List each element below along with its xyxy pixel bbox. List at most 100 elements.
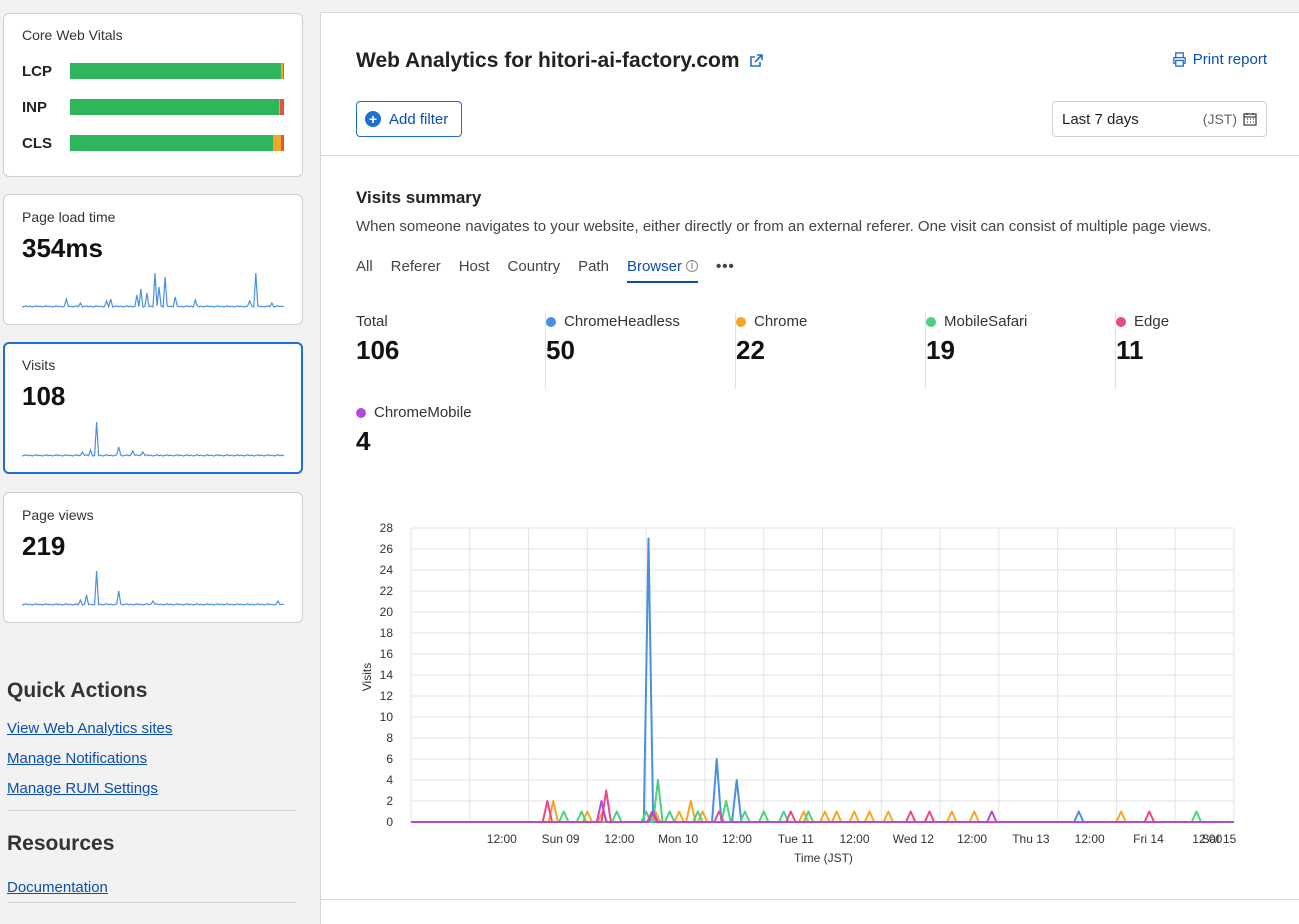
visits-card[interactable]: Visits 108 bbox=[3, 342, 303, 474]
cwv-segment-needs bbox=[278, 99, 280, 115]
timezone-label: (JST) bbox=[1202, 111, 1237, 127]
info-icon[interactable]: i bbox=[685, 260, 698, 272]
cwv-metric-name: LCP bbox=[22, 63, 52, 80]
cwv-metric-name: CLS bbox=[22, 135, 52, 152]
stat-chromemobile[interactable]: ChromeMobile 4 bbox=[356, 404, 546, 480]
cwv-distribution-bar bbox=[70, 99, 284, 115]
cwv-segment-poor bbox=[282, 63, 284, 79]
y-tick-label: 28 bbox=[380, 521, 394, 535]
page-views-label: Page views bbox=[22, 507, 94, 523]
page-views-sparkline bbox=[22, 570, 284, 606]
y-tick-label: 8 bbox=[386, 731, 393, 745]
print-report-label: Print report bbox=[1192, 51, 1267, 68]
stat-name: Chrome bbox=[736, 313, 807, 330]
y-tick-label: 24 bbox=[380, 563, 394, 577]
breakdown-tabs: All Referer Host Country Path Browser i •… bbox=[356, 258, 735, 283]
visits-sparkline bbox=[22, 421, 284, 457]
y-tick-label: 0 bbox=[386, 815, 393, 829]
x-tick-label: Sat 15 bbox=[1202, 832, 1237, 846]
stat-name-text: Total bbox=[356, 313, 388, 330]
y-tick-label: 2 bbox=[386, 794, 393, 808]
stat-name: Edge bbox=[1116, 313, 1169, 330]
divider bbox=[321, 155, 1299, 156]
tab-browser[interactable]: Browser i bbox=[626, 258, 698, 283]
x-tick-label: 12:00 bbox=[722, 832, 752, 846]
stat-name-text: Chrome bbox=[754, 313, 808, 330]
y-tick-label: 4 bbox=[386, 773, 393, 787]
stat-chromeheadless[interactable]: ChromeHeadless 50 bbox=[546, 313, 736, 389]
add-filter-button[interactable]: + Add filter bbox=[356, 101, 462, 137]
stat-name: ChromeHeadless bbox=[546, 313, 680, 330]
stat-value: 106 bbox=[356, 335, 400, 365]
legend-dot-icon bbox=[1116, 316, 1126, 327]
page-views-card[interactable]: Page views 219 bbox=[3, 492, 303, 623]
cwv-metric-name: INP bbox=[22, 99, 48, 116]
x-tick-label: 12:00 bbox=[840, 832, 870, 846]
visits-summary-description: When someone navigates to your website, … bbox=[356, 218, 1212, 235]
cwv-row-inp: INP bbox=[22, 97, 286, 117]
tab-country[interactable]: Country bbox=[507, 258, 561, 275]
cwv-distribution-bar bbox=[70, 135, 284, 151]
date-range-value: Last 7 days bbox=[1062, 110, 1139, 128]
legend-dot-icon bbox=[736, 316, 746, 327]
view-web-analytics-sites-link[interactable]: View Web Analytics sites bbox=[7, 720, 173, 737]
y-axis-label: Visits bbox=[360, 663, 374, 691]
cwv-distribution-bar bbox=[70, 63, 284, 79]
quick-actions-title: Quick Actions bbox=[7, 679, 148, 702]
cwv-row-lcp: LCP bbox=[22, 61, 286, 81]
tab-host[interactable]: Host bbox=[458, 258, 490, 275]
stat-edge[interactable]: Edge 11 bbox=[1116, 313, 1299, 389]
x-tick-label: Thu 13 bbox=[1012, 832, 1050, 846]
more-tabs-button[interactable]: ••• bbox=[715, 258, 735, 275]
stat-name-text: ChromeMobile bbox=[374, 404, 472, 421]
x-tick-label: Fri 14 bbox=[1133, 832, 1164, 846]
stat-name-text: Edge bbox=[1134, 313, 1170, 330]
cwv-segment-needs bbox=[280, 63, 283, 79]
printer-icon bbox=[1173, 52, 1186, 67]
visits-label: Visits bbox=[22, 357, 56, 373]
tab-referer[interactable]: Referer bbox=[390, 258, 441, 275]
manage-notifications-link[interactable]: Manage Notifications bbox=[7, 750, 148, 767]
stat-name-text: ChromeHeadless bbox=[564, 313, 680, 330]
plus-icon: + bbox=[365, 111, 381, 127]
page-load-time-card[interactable]: Page load time 354ms bbox=[3, 194, 303, 325]
manage-rum-settings-link[interactable]: Manage RUM Settings bbox=[7, 780, 158, 797]
stat-chrome[interactable]: Chrome 22 bbox=[736, 313, 926, 389]
print-report-button[interactable]: Print report bbox=[1172, 51, 1267, 68]
resources-title: Resources bbox=[7, 832, 115, 855]
stat-name-text: MobileSafari bbox=[944, 313, 1028, 330]
divider bbox=[7, 902, 297, 903]
core-web-vitals-card[interactable]: Core Web Vitals LCP INP CLS bbox=[3, 13, 303, 177]
tab-path[interactable]: Path bbox=[578, 258, 609, 275]
legend-dot-icon bbox=[926, 316, 936, 327]
x-tick-label: Wed 12 bbox=[893, 832, 934, 846]
y-tick-label: 6 bbox=[386, 752, 393, 766]
stat-value: 11 bbox=[1116, 335, 1144, 365]
calendar-icon bbox=[1243, 113, 1257, 126]
cwv-segment-good bbox=[70, 135, 274, 151]
y-tick-label: 10 bbox=[380, 710, 394, 724]
x-axis-label: Time (JST) bbox=[794, 851, 853, 865]
external-link-icon[interactable] bbox=[748, 53, 764, 69]
y-tick-label: 20 bbox=[380, 605, 394, 619]
documentation-link[interactable]: Documentation bbox=[7, 879, 108, 896]
tab-browser-label: Browser bbox=[626, 258, 682, 275]
stat-value: 4 bbox=[356, 426, 371, 456]
x-tick-label: 12:00 bbox=[487, 832, 517, 846]
stat-value: 19 bbox=[926, 335, 955, 365]
stat-total[interactable]: Total 106 bbox=[356, 313, 546, 389]
tab-all[interactable]: All bbox=[356, 258, 373, 275]
x-tick-label: 12:00 bbox=[1075, 832, 1105, 846]
legend-dot-icon bbox=[356, 407, 366, 418]
y-tick-label: 14 bbox=[380, 668, 394, 682]
stat-name: MobileSafari bbox=[926, 313, 1027, 330]
stat-name: Total bbox=[356, 313, 388, 330]
cwv-row-cls: CLS bbox=[22, 133, 286, 153]
y-tick-label: 18 bbox=[380, 626, 394, 640]
page-load-time-value: 354ms bbox=[22, 233, 103, 263]
page-views-value: 219 bbox=[22, 531, 66, 561]
x-tick-label: 12:00 bbox=[604, 832, 634, 846]
stat-mobilesafari[interactable]: MobileSafari 19 bbox=[926, 313, 1116, 389]
date-range-select[interactable]: Last 7 days (JST) bbox=[1052, 101, 1267, 137]
page-title: Web Analytics for hitori-ai-factory.com bbox=[356, 49, 764, 73]
